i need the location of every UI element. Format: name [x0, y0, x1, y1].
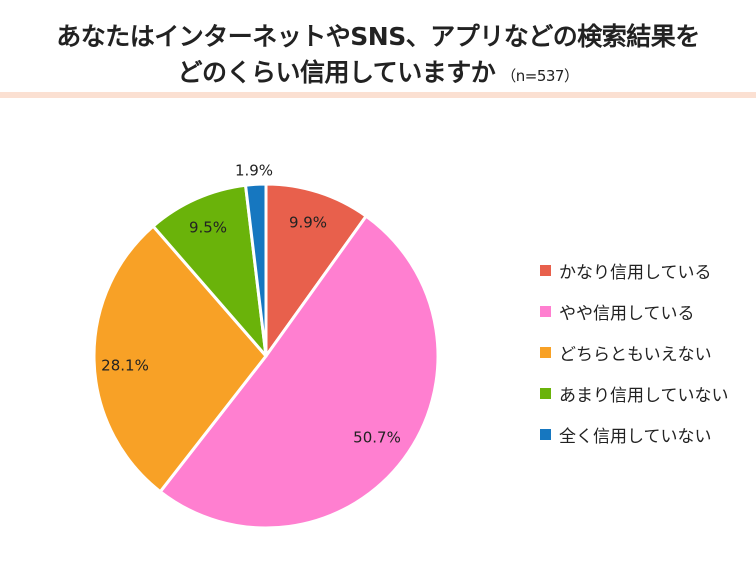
legend-swatch — [540, 346, 551, 358]
chart-title-line2-text: どのくらい信用していますか — [177, 58, 496, 87]
legend-item: 全く信用していない — [540, 424, 729, 447]
sample-size-note: （n=537） — [501, 67, 579, 85]
chart-title-line2: どのくらい信用していますか （n=537） — [0, 56, 756, 93]
legend-label: 全く信用していない — [559, 426, 712, 447]
chart-header: あなたはインターネットやSNS、アプリなどの検索結果を どのくらい信用しています… — [0, 0, 756, 100]
legend-label: どちらともいえない — [559, 344, 712, 365]
legend-swatch — [540, 387, 551, 399]
legend-item: かなり信用している — [540, 260, 729, 283]
legend-item: あまり信用していない — [540, 383, 729, 406]
chart-title-line1: あなたはインターネットやSNS、アプリなどの検索結果を — [56, 22, 700, 51]
chart-legend: かなり信用している やや信用している どちらともいえない あまり信用していない 全く信用… — [540, 260, 729, 465]
slice-value-label: 9.9% — [289, 214, 327, 232]
legend-item: どちらともいえない — [540, 342, 729, 365]
pie-slice — [264, 182, 368, 358]
legend-swatch — [540, 428, 551, 440]
legend-label: あまり信用していない — [559, 385, 729, 406]
slice-value-label: 1.9% — [235, 162, 273, 180]
pie-slice — [158, 214, 440, 530]
legend-item: やや信用している — [540, 301, 729, 324]
pie-slice — [244, 182, 268, 358]
slice-value-label: 9.5% — [189, 219, 227, 237]
pie-slice — [92, 224, 268, 494]
legend-swatch — [540, 264, 551, 276]
slice-value-label: 50.7% — [353, 429, 401, 447]
header-divider — [0, 92, 756, 98]
legend-label: かなり信用している — [559, 262, 712, 283]
pie-slice — [151, 183, 268, 358]
legend-swatch — [540, 305, 551, 317]
slice-value-label: 28.1% — [101, 357, 149, 375]
legend-label: やや信用している — [559, 303, 695, 324]
